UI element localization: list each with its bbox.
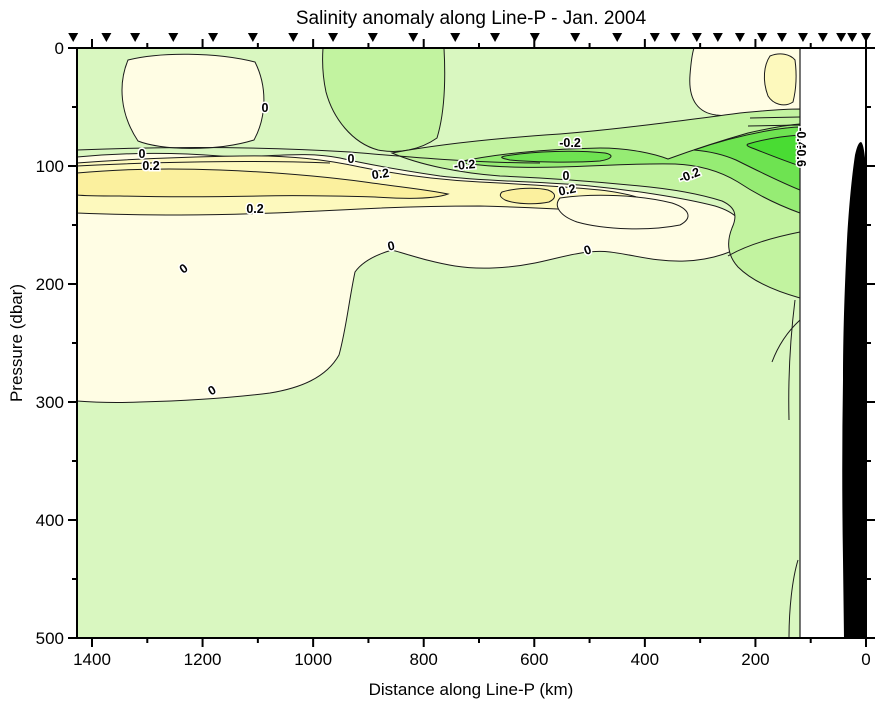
station-triangle-icon [797, 33, 808, 42]
chart-title: Salinity anomaly along Line-P - Jan. 200… [296, 8, 647, 29]
x-axis-title: Distance along Line-P (km) [369, 680, 574, 699]
station-triangle-icon [757, 33, 768, 42]
contour-label: 0.2 [246, 202, 263, 216]
station-triangle-icon [288, 33, 299, 42]
contour-label: 0.2 [371, 166, 390, 182]
x-tick-label: 400 [631, 650, 659, 669]
y-tick-label: 300 [36, 393, 64, 412]
contour-lines [76, 116, 801, 639]
y-tick-label: 200 [36, 275, 64, 294]
core-mid-neg [501, 150, 612, 163]
station-triangle-icon [529, 33, 540, 42]
bathymetry-silhouette [842, 142, 866, 638]
y-axis-title: Pressure (dbar) [7, 284, 26, 402]
station-triangle-icon [734, 33, 745, 42]
station-markers [68, 33, 871, 42]
x-tick-label: 600 [520, 650, 548, 669]
contour-label: 0 [139, 147, 146, 161]
inner-cream-pocket [556, 194, 689, 230]
y-tick-label: 0 [55, 39, 64, 58]
station-triangle-icon [130, 33, 141, 42]
pocket-over-0.2 [499, 187, 555, 205]
station-triangle-icon [861, 33, 871, 42]
station-triangle-icon [450, 33, 461, 42]
station-triangle-icon [101, 33, 112, 42]
station-triangle-icon [328, 33, 339, 42]
x-tick-label: 200 [741, 650, 769, 669]
core-neg-0.4 [746, 134, 801, 167]
station-triangle-icon [367, 33, 378, 42]
station-triangle-icon [649, 33, 660, 42]
contour-label: -0.4 [794, 127, 808, 149]
x-tick-label: 1000 [294, 650, 332, 669]
x-tick-label: 1200 [184, 650, 222, 669]
contour-label: 0 [563, 169, 570, 183]
station-triangle-icon [208, 33, 219, 42]
y-tick-label: 500 [36, 629, 64, 648]
station-triangle-icon [691, 33, 702, 42]
station-triangle-icon [847, 33, 858, 42]
pocket-top-left [121, 53, 265, 149]
contour-label: 0.2 [557, 181, 577, 198]
station-triangle-icon [247, 33, 258, 42]
station-triangle-icon [670, 33, 681, 42]
station-triangle-icon [612, 33, 623, 42]
station-triangle-icon [817, 33, 828, 42]
x-tick-label: 800 [410, 650, 438, 669]
contour-fills [76, 47, 801, 638]
station-triangle-icon [712, 33, 723, 42]
contour-label: 0 [348, 152, 355, 166]
contour-label: -0.6 [794, 145, 808, 167]
contour-label: -0.2 [559, 136, 581, 150]
y-tick-label: 100 [36, 157, 64, 176]
station-triangle-icon [836, 33, 847, 42]
y-tick-label: 400 [36, 511, 64, 530]
plume-top-middle [322, 47, 446, 152]
station-triangle-icon [408, 33, 419, 42]
station-triangle-icon [68, 33, 79, 42]
station-triangle-icon [570, 33, 581, 42]
pocket-top-right-yellow [763, 53, 797, 106]
x-tick-label: 0 [861, 650, 870, 669]
axis-ticks [68, 39, 875, 647]
axis-tick-labels: 1400 1200 1000 800 600 400 200 0 0 100 200 300 400 50… [36, 39, 871, 669]
station-triangle-icon [490, 33, 501, 42]
station-triangle-icon [168, 33, 179, 42]
contour-label: -0.2 [453, 157, 476, 173]
station-triangle-icon [776, 33, 787, 42]
band-over-0.2 [76, 168, 450, 199]
x-tick-label: 1400 [73, 650, 111, 669]
contour-label: 0.2 [142, 159, 159, 173]
contour-label: 0 [262, 101, 269, 115]
